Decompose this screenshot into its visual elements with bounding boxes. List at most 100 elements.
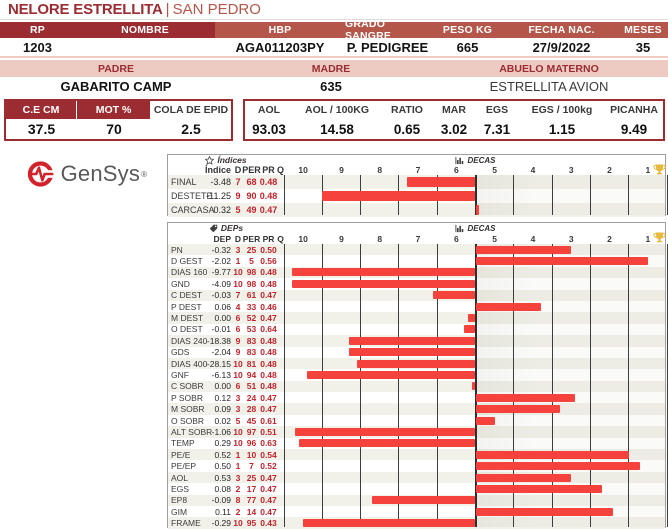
row-label: DESTETE: [171, 191, 213, 201]
row-number: 25: [246, 472, 257, 483]
row-number: 2: [235, 506, 241, 517]
row-label: EGS: [171, 483, 189, 494]
row-value: -18.38: [206, 335, 231, 346]
deca-bar: [291, 279, 476, 288]
semen-box-header: COLA DE EPID: [151, 101, 231, 119]
row-label: CARCASA: [171, 205, 215, 215]
row-number: 24: [246, 392, 257, 403]
row-number: 6: [235, 324, 241, 335]
row-label: M DEST: [171, 313, 204, 324]
row-label: PN: [171, 244, 183, 255]
row-value: 0.02: [214, 415, 231, 426]
deca-bar: [406, 177, 476, 187]
row-number: 0.47: [260, 472, 277, 483]
data-row: PN -0.32 3 25 0.50: [168, 244, 665, 256]
animal-col-header: HBP: [215, 22, 345, 38]
row-number: 0.47: [260, 313, 277, 324]
row-number: 5: [249, 256, 254, 267]
deca-bar: [291, 268, 476, 277]
row-label: P DEST: [171, 301, 202, 312]
row-number: 0.56: [260, 256, 277, 267]
semen-box-header: MOT %: [77, 101, 151, 119]
row-number: 0.50: [260, 244, 277, 255]
row-number: 10: [233, 426, 243, 437]
gridline: [589, 175, 591, 215]
panel-header-row: Índice D PER PR Q 10 9 8 7 6 5 4 3 2 1: [168, 164, 666, 175]
row-label: GDS: [171, 347, 190, 358]
panel-title: DEPs: [168, 223, 284, 233]
row-number: 10: [233, 438, 243, 449]
semen-box-value: 2.5: [181, 121, 201, 137]
row-number: 83: [246, 347, 257, 358]
row-number: 0.54: [260, 449, 277, 460]
deca-bar: [464, 325, 476, 334]
deca-bar: [471, 382, 476, 391]
carcass-box-value: 93.03: [252, 121, 286, 137]
row-value: 0.00: [214, 313, 231, 324]
row-number: 0.64: [260, 324, 277, 335]
deca-bar: [475, 462, 641, 471]
deca-bar: [475, 450, 629, 459]
scale-tick-label: 9: [339, 165, 344, 175]
row-number: 0.48: [260, 335, 277, 346]
carcass-measures-box: AOL 93.03 AOL / 100KG 14.58 RATIO 0.65 MAR 3.02…: [243, 99, 665, 141]
row-number: 6: [235, 313, 241, 324]
row-number: 49: [246, 205, 257, 215]
data-row: P DEST 0.06 4 33 0.46: [168, 300, 665, 313]
row-number: 81: [246, 358, 257, 369]
bar-chart-icon: [455, 224, 464, 233]
row-label: TEMP: [171, 438, 195, 449]
bar-chart-icon: [455, 156, 464, 165]
data-row: CARCASA 0.32 5 49 0.47: [168, 203, 665, 217]
gridline: [360, 244, 362, 527]
decas-title: DECAS: [284, 155, 667, 165]
row-number: 0.47: [260, 290, 277, 301]
scale-tick-label: 4: [530, 233, 536, 244]
data-row: M SOBR 0.09 3 28 0.47: [168, 403, 665, 415]
data-row: DESTETE -11.25 9 90 0.48: [168, 189, 665, 203]
row-value: 0.08: [214, 483, 231, 494]
row-label: DIAS 240: [171, 335, 208, 346]
data-row: DIAS 160 -9.77 10 98 0.48: [168, 266, 665, 279]
col-header-value: Índice: [204, 165, 231, 175]
gridline: [666, 244, 668, 527]
animal-col-value: 1203: [23, 39, 52, 55]
animal-col-value: 35: [635, 39, 651, 55]
row-number: 10: [233, 278, 243, 289]
row-number: 52: [246, 313, 257, 324]
col-header-q: Q: [276, 165, 284, 175]
pedigree-col-value: ESTRELLITA AVION: [489, 79, 609, 94]
deca-bar: [475, 393, 576, 402]
gridline: [283, 175, 285, 215]
row-label: FRAME: [171, 518, 201, 529]
pedigree-col-header: ABUELO MATERNO: [430, 60, 668, 77]
deca-bar: [467, 314, 476, 323]
scale-tick-label: 10: [298, 233, 308, 244]
deca-bar: [306, 370, 476, 379]
row-label: PE/E: [171, 449, 191, 460]
row-label: ALT SOBR: [171, 426, 213, 437]
row-number: 9: [235, 347, 241, 358]
tag-icon: [209, 224, 218, 233]
row-number: 2: [235, 483, 241, 494]
row-number: 0.48: [260, 267, 277, 278]
panel-title-row: DEPs DECAS: [168, 223, 665, 233]
row-number: 68: [246, 177, 257, 187]
carcass-box-header: AOL / 100KG: [305, 104, 369, 116]
row-number: 4: [235, 301, 241, 312]
animal-col-header: RP: [0, 22, 75, 38]
row-number: 98: [246, 267, 257, 278]
deca-bar: [475, 416, 495, 425]
row-number: 97: [246, 426, 257, 437]
row-number: 83: [246, 335, 257, 346]
carcass-box-header: EGS: [485, 104, 509, 116]
data-row: O SOBR 0.02 5 45 0.61: [168, 414, 665, 427]
deca-bar: [322, 191, 476, 201]
scale-tick-label: 3: [568, 233, 574, 244]
row-label: EP8: [171, 495, 188, 506]
semen-measures-box: C.E CM 37.5 MOT % 70 COLA DE EPID 2.5: [4, 99, 233, 141]
panel-rows: FINAL -3.48 7 68 0.48 DESTETE -11.25 9 90 0.48 CAR…: [168, 175, 665, 217]
row-number: 0.48: [260, 358, 277, 369]
row-number: 90: [246, 191, 257, 201]
col-header-d: D: [234, 165, 242, 175]
